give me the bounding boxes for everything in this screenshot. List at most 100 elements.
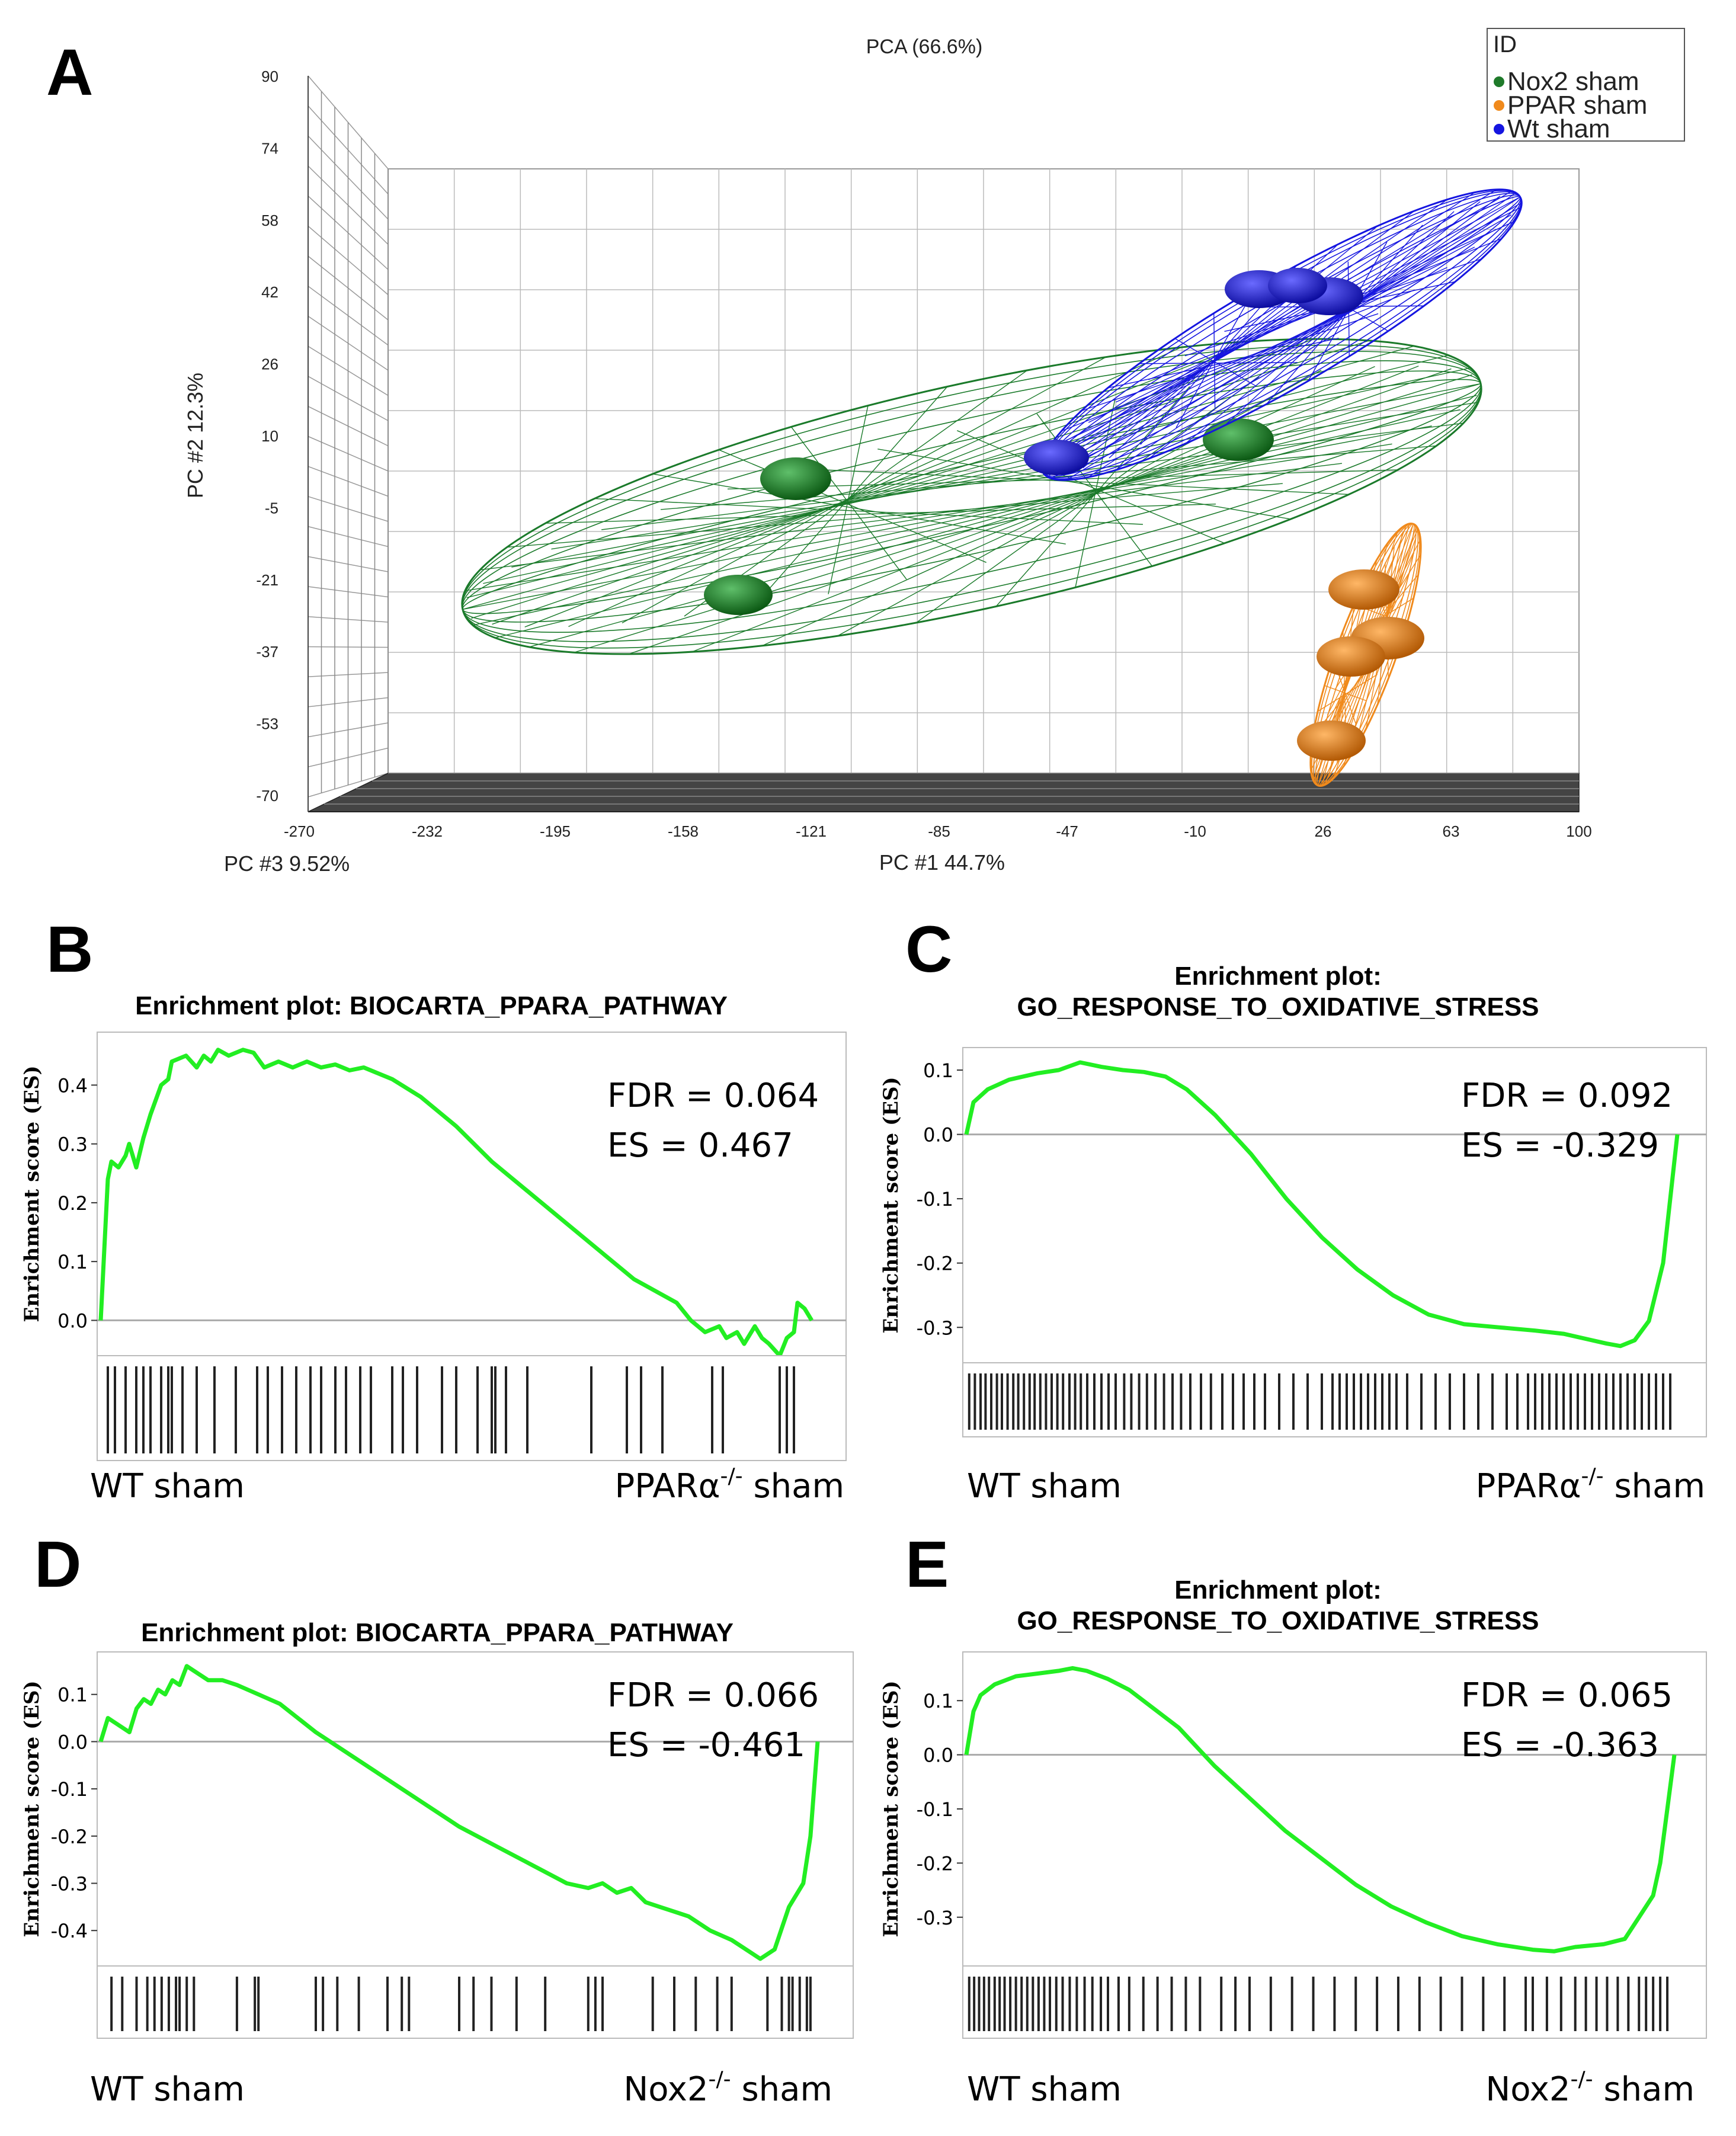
pca-title: PCA (66.6%) <box>866 36 983 58</box>
nox2-sample-point <box>1203 418 1274 461</box>
y-tick-label: 0.2 <box>57 1192 88 1215</box>
y-axis-label: Enrichment score (ES) <box>20 1065 44 1322</box>
y-tick-label: 0.1 <box>923 1690 953 1712</box>
right-phenotype-suffix: sham <box>1593 2070 1695 2109</box>
left-phenotype-label: WT sham <box>967 2070 1122 2109</box>
y-tick-label: 0.0 <box>57 1309 88 1332</box>
panel-letter: D <box>34 1528 81 1601</box>
nox2-ellipse-mesh <box>462 345 1415 610</box>
enrichment-plot-title: Enrichment plot: BIOCARTA_PPARA_PATHWAY <box>135 991 728 1020</box>
nox2-ellipse-mesh <box>800 468 1349 495</box>
ppar-ellipse-mesh <box>1324 685 1367 702</box>
y-tick-label: 0.1 <box>57 1251 88 1273</box>
right-phenotype-name: Nox2 <box>623 2070 708 2109</box>
pca-x-tick-label: -195 <box>540 822 571 840</box>
ppar-ellipse-mesh <box>1317 674 1378 712</box>
panel-a-pca-plot: A PCA (66.6%) 90 74 58 42 26 10 -5 -21 -37 -53 -70… <box>46 28 1685 876</box>
pca-y-tick-label: 10 <box>261 427 278 445</box>
ppar-sample-point <box>1297 720 1366 761</box>
panel-letter: B <box>46 913 93 986</box>
left-phenotype-label: WT sham <box>90 2070 245 2109</box>
panel-b-enrichment-plot: B Enrichment plot: BIOCARTA_PPARA_PATHWAY… <box>20 913 847 1506</box>
wt-ellipse-mesh <box>1266 225 1423 405</box>
nox2-ellipse-mesh <box>568 347 1181 627</box>
wt-ellipse-mesh <box>1148 195 1501 459</box>
nox2-ellipse-mesh <box>466 354 1449 598</box>
pca-x-tick-label: -10 <box>1184 822 1206 840</box>
left-phenotype-label: WT sham <box>90 1467 245 1506</box>
pca-x-tick-label: -158 <box>668 822 699 840</box>
y-tick-label: 0.4 <box>57 1074 88 1097</box>
nox2-ellipse-mesh <box>511 383 1481 568</box>
nox2-ellipse-mesh <box>465 443 1392 591</box>
pca-x-tick-label: -270 <box>284 822 315 840</box>
nox2-ellipse-mesh <box>837 370 1322 636</box>
running-es-curve <box>964 1666 1677 1954</box>
fdr-value: FDR = 0.064 <box>607 1077 819 1115</box>
wt-ellipse-mesh <box>1062 210 1415 475</box>
left-phenotype-label: WT sham <box>967 1467 1122 1506</box>
nox2-sample-point <box>760 457 831 500</box>
wt-ellipse-mesh <box>1139 362 1298 364</box>
y-tick-label: 0.1 <box>923 1059 953 1082</box>
enrichment-plot-title: Enrichment plot: BIOCARTA_PPARA_PATHWAY <box>141 1618 734 1647</box>
pca-x-tick-label: 26 <box>1315 822 1332 840</box>
pca-y-tick-label: -21 <box>256 571 278 589</box>
y-tick-label: -0.3 <box>51 1873 88 1895</box>
pca-x-tick-label: -121 <box>796 822 827 840</box>
wt-ellipse-mesh <box>1042 192 1475 473</box>
nox2-ellipse-mesh <box>762 366 1375 646</box>
right-phenotype-label: Nox2-/- sham <box>623 2067 832 2109</box>
right-phenotype-label: PPARα-/- sham <box>1475 1464 1705 1506</box>
nox2-ellipse-mesh <box>480 463 1343 571</box>
wt-ellipse-mesh <box>1088 196 1521 478</box>
panel-letter: C <box>905 913 952 986</box>
nox2-ellipse-mesh <box>574 374 1472 653</box>
right-phenotype-suffix: sham <box>731 2070 832 2109</box>
pca-x-tick-label: -47 <box>1056 822 1078 840</box>
panel-d-enrichment-plot: D Enrichment plot: BIOCARTA_PPARA_PATHWAY… <box>20 1528 854 2109</box>
nox2-ellipse-mesh <box>483 367 1471 584</box>
pca-y-tick-label: 58 <box>261 212 278 229</box>
nox2-ellipse-mesh <box>719 449 986 563</box>
es-plot-frame <box>97 1651 854 1967</box>
enrichment-plot-title: GO_RESPONSE_TO_OXIDATIVE_STRESS <box>1017 992 1539 1021</box>
pca-floor <box>308 773 1580 812</box>
y-tick-label: -0.3 <box>917 1317 953 1339</box>
pca-x-tick-label: 63 <box>1443 822 1460 840</box>
pca-y-tick-label: 90 <box>261 68 278 85</box>
pca-3d-grid <box>308 75 1580 812</box>
nox2-ellipse-mesh <box>529 383 1481 648</box>
panel-c-enrichment-plot: C Enrichment plot:GO_RESPONSE_TO_OXIDATIV… <box>879 913 1707 1506</box>
pca-z-axis-label: PC #3 9.52% <box>224 851 350 876</box>
right-phenotype-genotype: -/- <box>720 1464 743 1488</box>
y-axis-label: Enrichment score (ES) <box>879 1680 903 1937</box>
legend-label-wt: Wt sham <box>1507 114 1610 143</box>
nox2-ellipse-mesh <box>957 430 1225 544</box>
right-phenotype-name: Nox2 <box>1485 2070 1570 2109</box>
y-tick-label: -0.4 <box>51 1920 88 1942</box>
nox2-ellipse-mesh <box>551 402 1479 550</box>
y-tick-label: -0.2 <box>51 1826 88 1848</box>
legend-label-ppar: PPAR sham <box>1507 91 1647 120</box>
es-plot-frame <box>962 1047 1707 1363</box>
wt-ellipse-mesh <box>1225 211 1455 426</box>
pca-y-tick-label: 74 <box>261 139 278 157</box>
panel-letter-a: A <box>46 36 93 109</box>
es-value: ES = 0.467 <box>607 1126 793 1165</box>
legend-swatch-wt <box>1494 124 1504 134</box>
gene-hit-strip <box>97 1965 854 2039</box>
wt-ellipse-mesh <box>1174 338 1257 387</box>
wt-sample-point <box>1024 440 1089 475</box>
pca-y-tick-label: -70 <box>256 787 278 805</box>
wt-ellipse-mesh <box>1061 289 1415 432</box>
wt-ellipse-mesh <box>1082 225 1378 469</box>
pca-y-tick-label: 42 <box>261 283 278 301</box>
wt-ellipse-mesh <box>1050 214 1511 479</box>
nox2-ellipse-mesh <box>594 498 1143 525</box>
pca-y-tick-label: -53 <box>256 715 278 733</box>
wt-ellipse-outline <box>1040 188 1523 481</box>
right-phenotype-suffix: sham <box>1604 1467 1705 1506</box>
wt-ellipse-mesh <box>1081 313 1379 411</box>
fdr-value: FDR = 0.092 <box>1461 1077 1673 1115</box>
